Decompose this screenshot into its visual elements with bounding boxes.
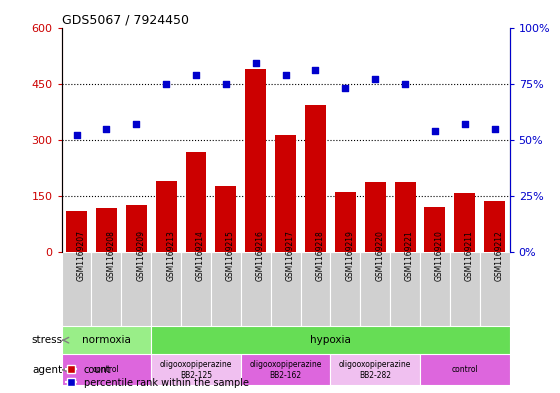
Text: control: control: [451, 365, 478, 374]
Bar: [305, 105, 326, 252]
Point: [341, 85, 350, 91]
Bar: [151, 252, 181, 326]
Text: GSM1169210: GSM1169210: [435, 231, 444, 281]
Point: [192, 72, 200, 78]
Bar: [335, 192, 356, 252]
Bar: [126, 206, 147, 252]
Legend: count, percentile rank within the sample: count, percentile rank within the sample: [67, 365, 249, 388]
Bar: [360, 252, 390, 326]
Point: [162, 81, 171, 87]
Bar: [390, 252, 420, 326]
Text: oligooxopiperazine
BB2-162: oligooxopiperazine BB2-162: [249, 360, 322, 380]
Point: [400, 81, 409, 87]
Bar: [245, 69, 266, 252]
Text: GSM1169209: GSM1169209: [136, 230, 145, 281]
Bar: [62, 252, 91, 326]
Bar: [241, 354, 330, 385]
Point: [102, 125, 111, 132]
Bar: [181, 252, 211, 326]
Point: [281, 72, 290, 78]
Bar: [275, 136, 296, 252]
Bar: [301, 252, 330, 326]
Bar: [122, 252, 151, 326]
Bar: [211, 252, 241, 326]
Text: oligooxopiperazine
BB2-282: oligooxopiperazine BB2-282: [339, 360, 412, 380]
Text: GSM1169213: GSM1169213: [166, 231, 175, 281]
Bar: [395, 182, 416, 252]
Bar: [480, 252, 510, 326]
Text: oligooxopiperazine
BB2-125: oligooxopiperazine BB2-125: [160, 360, 232, 380]
Bar: [270, 252, 301, 326]
Bar: [420, 354, 510, 385]
Bar: [424, 207, 445, 252]
Point: [490, 125, 499, 132]
Point: [251, 61, 260, 67]
Text: GSM1169218: GSM1169218: [315, 231, 324, 281]
Bar: [151, 326, 510, 354]
Text: normoxia: normoxia: [82, 335, 131, 345]
Text: GSM1169219: GSM1169219: [346, 231, 354, 281]
Bar: [66, 211, 87, 252]
Bar: [330, 252, 360, 326]
Text: control: control: [93, 365, 120, 374]
Point: [311, 67, 320, 73]
Bar: [216, 185, 236, 252]
Point: [460, 121, 469, 127]
Bar: [484, 201, 505, 252]
Text: GSM1169211: GSM1169211: [465, 231, 474, 281]
Bar: [450, 252, 480, 326]
Text: GSM1169214: GSM1169214: [196, 231, 205, 281]
Bar: [185, 152, 207, 252]
Text: GSM1169207: GSM1169207: [77, 230, 86, 281]
Point: [72, 132, 81, 139]
Bar: [156, 181, 176, 252]
Text: GDS5067 / 7924450: GDS5067 / 7924450: [62, 13, 189, 26]
Bar: [62, 354, 151, 385]
Point: [132, 121, 141, 127]
Point: [221, 81, 230, 87]
Point: [431, 128, 440, 134]
Bar: [365, 182, 386, 252]
Text: GSM1169216: GSM1169216: [256, 231, 265, 281]
Text: GSM1169208: GSM1169208: [106, 231, 115, 281]
Text: GSM1169221: GSM1169221: [405, 231, 414, 281]
Bar: [151, 354, 241, 385]
Text: GSM1169215: GSM1169215: [226, 231, 235, 281]
Text: stress: stress: [31, 335, 62, 345]
Text: GSM1169212: GSM1169212: [494, 231, 503, 281]
Bar: [420, 252, 450, 326]
Point: [371, 76, 380, 83]
Bar: [241, 252, 270, 326]
Text: agent: agent: [32, 365, 62, 375]
Text: GSM1169220: GSM1169220: [375, 231, 384, 281]
Bar: [91, 252, 122, 326]
Text: GSM1169217: GSM1169217: [286, 231, 295, 281]
Bar: [330, 354, 420, 385]
Bar: [454, 193, 475, 252]
Text: hypoxia: hypoxia: [310, 335, 351, 345]
Bar: [96, 208, 117, 252]
Bar: [62, 326, 151, 354]
